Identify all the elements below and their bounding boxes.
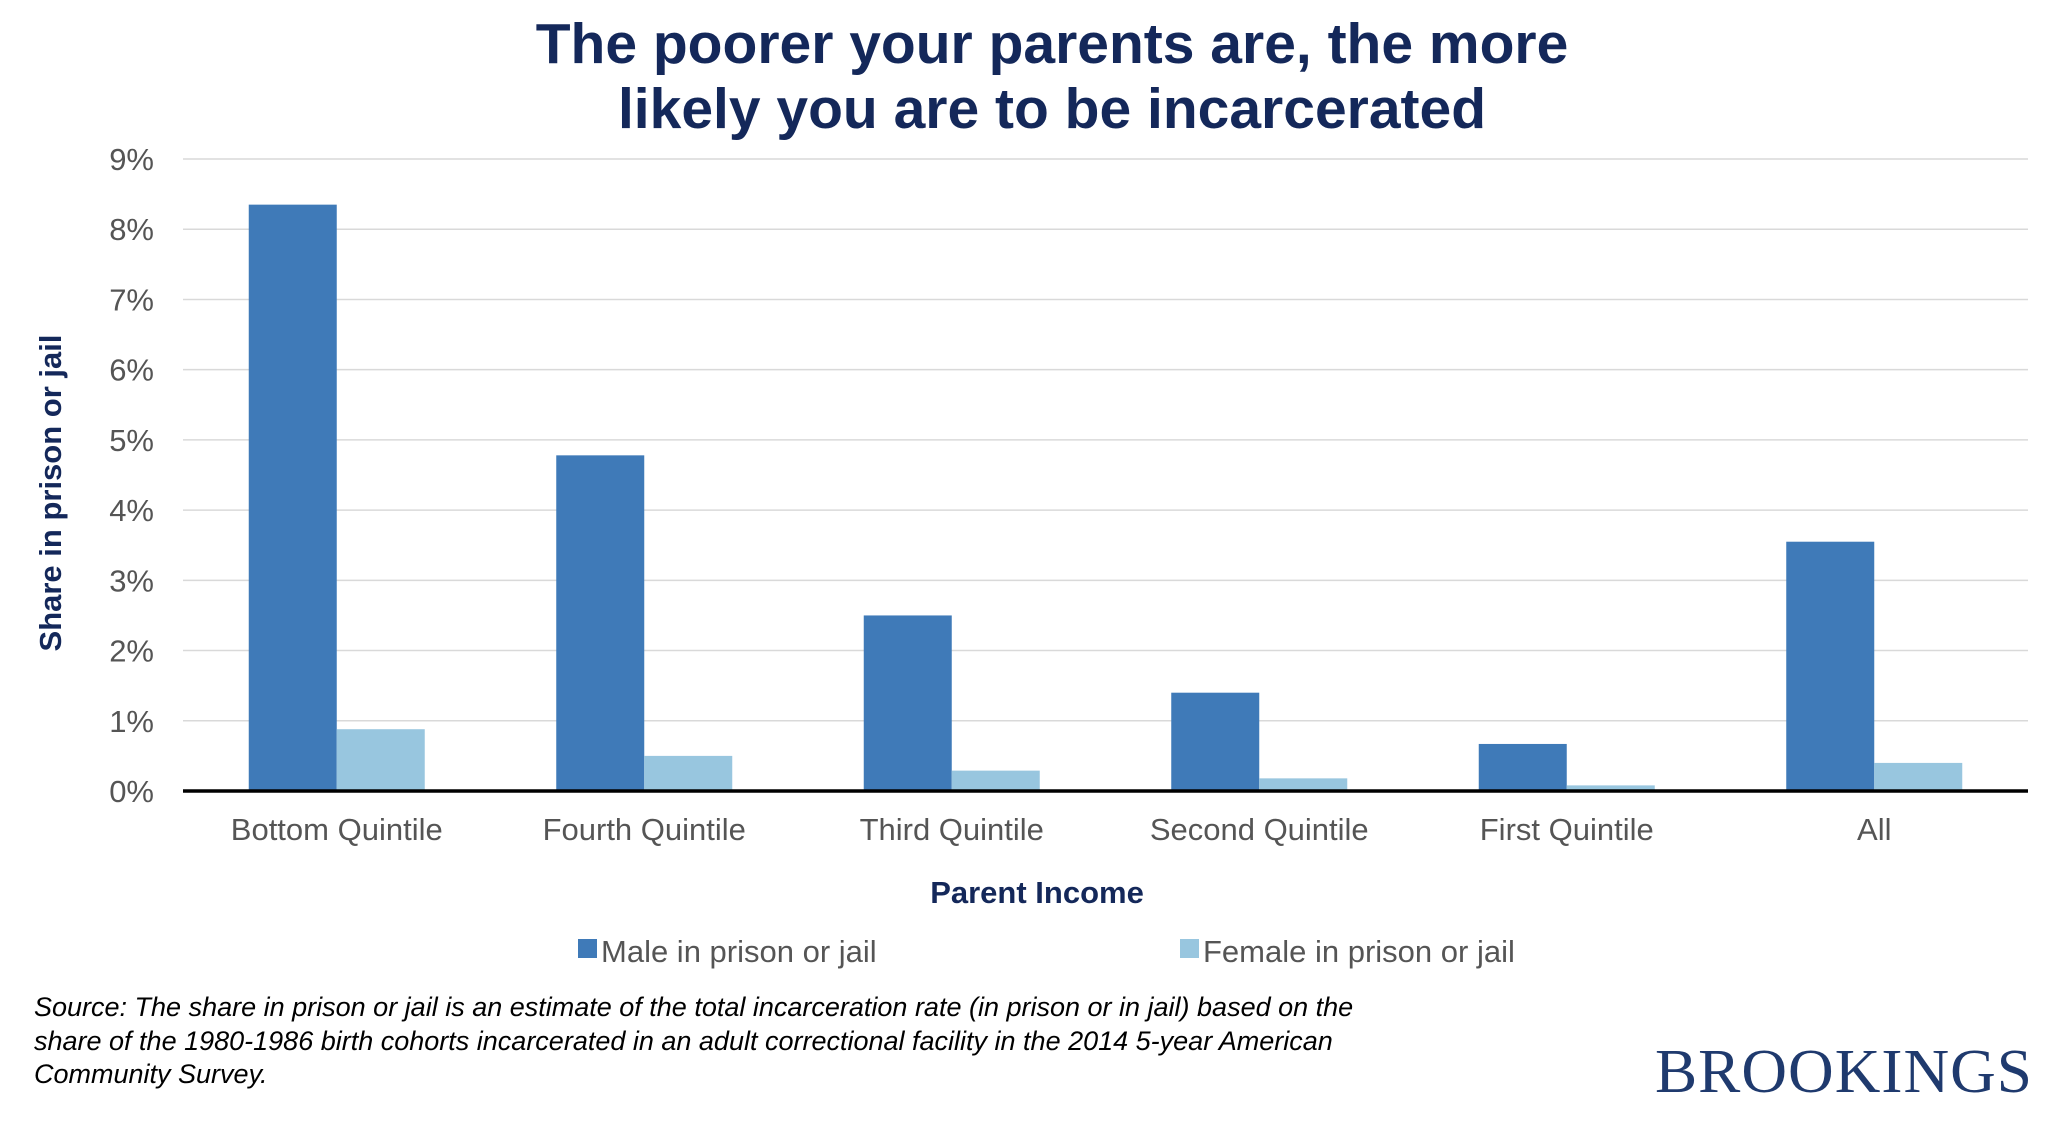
female-bar (1874, 762, 1963, 791)
female-bar (1259, 778, 1348, 791)
y-tick-label: 2% (109, 634, 154, 669)
y-tick-label: 7% (109, 282, 154, 317)
legend: Male in prison or jail Female in prison … (578, 934, 1515, 969)
female-bar (951, 770, 1040, 791)
female-bar (1566, 785, 1655, 791)
legend-label-male: Male in prison or jail (601, 934, 877, 969)
x-category-label: First Quintile (1480, 812, 1654, 847)
source-line-3: Community Survey. (34, 1059, 268, 1089)
y-tick-label: 5% (109, 423, 154, 458)
y-tick-label: 3% (109, 563, 154, 598)
legend-swatch-female (1180, 939, 1199, 958)
x-category-label: Bottom Quintile (231, 812, 443, 847)
y-tick-label: 6% (109, 353, 154, 388)
y-tick-label: 0% (109, 774, 154, 809)
x-category-label: Third Quintile (860, 812, 1044, 847)
y-axis-label: Share in prison or jail (33, 335, 68, 652)
y-axis-ticks: 0% 1% 2% 3% 4% 5% 6% 7% 8% 9% (109, 142, 154, 809)
y-tick-label: 8% (109, 212, 154, 247)
male-bar (1478, 743, 1567, 791)
legend-label-female: Female in prison or jail (1203, 934, 1515, 969)
chart-title-line-1: The poorer your parents are, the more (536, 12, 1569, 76)
gridlines (183, 158, 2028, 722)
x-axis-label: Parent Income (930, 875, 1144, 910)
x-category-label: Fourth Quintile (543, 812, 746, 847)
brookings-logo: BROOKINGS (1655, 1038, 2033, 1106)
source-note: Source: The share in prison or jail is a… (34, 992, 1353, 1089)
female-bar (336, 729, 425, 791)
male-bar (863, 615, 952, 791)
male-bar (1786, 541, 1875, 791)
legend-swatch-male (578, 939, 597, 958)
y-tick-label: 1% (109, 704, 154, 739)
male-bar (556, 455, 645, 791)
x-axis-categories: Bottom Quintile Fourth Quintile Third Quin… (231, 812, 1892, 847)
chart-title-line-2: likely you are to be incarcerated (618, 77, 1486, 141)
x-category-label: All (1857, 812, 1891, 847)
source-line-1: Source: The share in prison or jail is a… (34, 992, 1353, 1022)
male-bar (248, 204, 337, 792)
bars (183, 204, 2028, 793)
source-line-2: share of the 1980-1986 birth cohorts inc… (34, 1026, 1333, 1056)
y-tick-label: 9% (109, 142, 154, 177)
y-tick-label: 4% (109, 493, 154, 528)
female-bar (644, 755, 733, 791)
male-bar (1171, 692, 1260, 791)
x-category-label: Second Quintile (1150, 812, 1369, 847)
